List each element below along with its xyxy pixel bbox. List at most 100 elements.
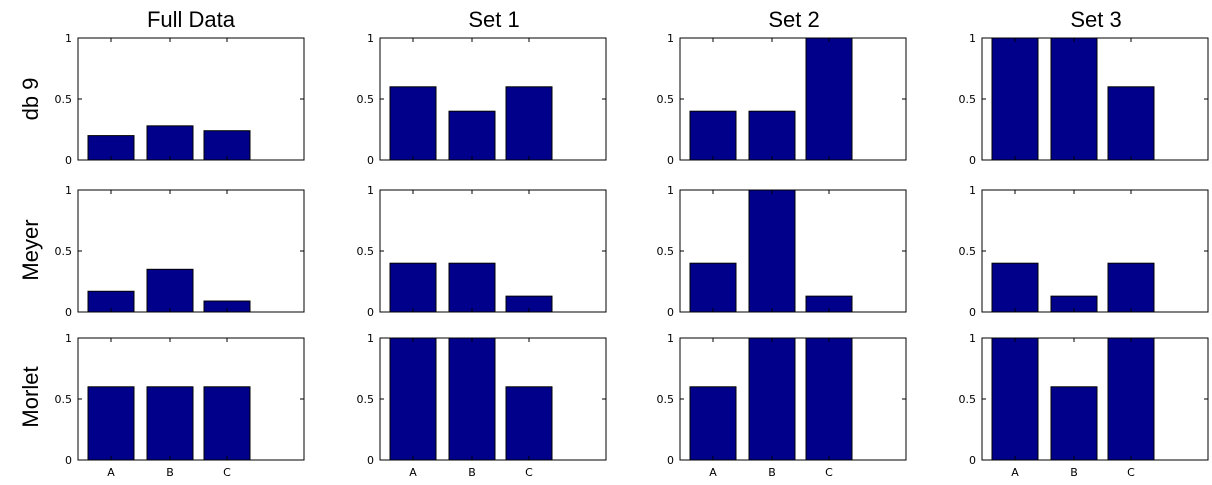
y-tick-label: 1 bbox=[969, 32, 976, 45]
panel-morlet-set-1: 0 0.5 1 A B C bbox=[357, 332, 607, 479]
panel-meyer-set-2: 00.51 bbox=[657, 184, 907, 319]
bar-b bbox=[748, 189, 796, 313]
bar-c bbox=[1107, 86, 1155, 161]
panels-layer: 00.5100.5100.5100.5100.5100.5100.5100.51… bbox=[55, 32, 1209, 479]
y-tick-label: 0.5 bbox=[55, 245, 73, 258]
row-title-morlet: Morlet bbox=[18, 366, 43, 427]
bar-c bbox=[1107, 337, 1155, 461]
y-tick-label: 0.5 bbox=[657, 393, 675, 406]
y-tick-label: 0.5 bbox=[959, 393, 977, 406]
y-tick-label: 0 bbox=[367, 306, 374, 319]
bar-b bbox=[1050, 37, 1098, 161]
row-title-db9: db 9 bbox=[18, 78, 43, 121]
y-tick-label: 0.5 bbox=[55, 93, 73, 106]
x-tick-label: C bbox=[223, 466, 231, 479]
panel-db-9-set-1: 00.51 bbox=[357, 32, 607, 167]
bar-a bbox=[389, 337, 437, 461]
panel-meyer-set-1: 00.51 bbox=[357, 184, 607, 319]
panel-db-9-set-2: 00.51 bbox=[657, 32, 907, 167]
bar-c bbox=[805, 37, 853, 161]
panel-db-9-full-data: 00.51 bbox=[55, 32, 305, 167]
panel-meyer-full-data: 00.51 bbox=[55, 184, 305, 319]
x-tick-label: A bbox=[709, 466, 717, 479]
y-tick-label: 0.5 bbox=[657, 245, 675, 258]
y-tick-label: 0 bbox=[65, 306, 72, 319]
y-tick-label: 0 bbox=[667, 306, 674, 319]
bar-b bbox=[1050, 386, 1098, 461]
y-tick-label: 1 bbox=[65, 184, 72, 197]
x-tick-label: A bbox=[409, 466, 417, 479]
bar-b bbox=[448, 262, 496, 313]
panel-morlet-set-2: 0 0.5 1 A B C bbox=[657, 332, 907, 479]
x-tick-label: C bbox=[525, 466, 533, 479]
y-tick-label: 1 bbox=[367, 32, 374, 45]
bar-b bbox=[748, 110, 796, 161]
panel-morlet-set-3: 0 0.5 1 A B C bbox=[959, 332, 1209, 479]
bar-c bbox=[505, 86, 553, 161]
y-tick-label: 0 bbox=[969, 454, 976, 467]
y-tick-label: 0 bbox=[667, 154, 674, 167]
y-tick-label: 0 bbox=[667, 454, 674, 467]
x-tick-label: B bbox=[468, 466, 476, 479]
y-tick-label: 0.5 bbox=[55, 393, 73, 406]
bar-b bbox=[146, 268, 194, 313]
bar-b bbox=[146, 386, 194, 461]
y-tick-label: 0 bbox=[367, 454, 374, 467]
y-tick-label: 0 bbox=[65, 154, 72, 167]
bar-c bbox=[203, 130, 251, 161]
x-tick-label: B bbox=[1070, 466, 1078, 479]
bar-c bbox=[805, 337, 853, 461]
y-tick-label: 0.5 bbox=[357, 245, 375, 258]
bar-c bbox=[505, 386, 553, 461]
bar-a bbox=[991, 337, 1039, 461]
bar-c bbox=[1107, 262, 1155, 313]
y-tick-label: 0 bbox=[65, 454, 72, 467]
y-tick-label: 0.5 bbox=[657, 93, 675, 106]
bar-a bbox=[389, 86, 437, 161]
bar-a bbox=[689, 386, 737, 461]
bar-b bbox=[448, 110, 496, 161]
row-title-meyer: Meyer bbox=[18, 219, 43, 280]
y-tick-label: 0.5 bbox=[357, 393, 375, 406]
bar-b bbox=[448, 337, 496, 461]
bar-b bbox=[748, 337, 796, 461]
column-title-set-2: Set 2 bbox=[768, 7, 819, 32]
bar-a bbox=[991, 262, 1039, 313]
y-tick-label: 1 bbox=[367, 332, 374, 345]
x-tick-label: C bbox=[825, 466, 833, 479]
titles-layer: Full Data Set 1 Set 2 Set 3 db 9 Meyer M… bbox=[18, 7, 1122, 428]
column-title-set-3: Set 3 bbox=[1070, 7, 1121, 32]
panel-morlet-full-data: 0 0.5 1 A B C bbox=[55, 332, 305, 479]
y-tick-label: 1 bbox=[667, 32, 674, 45]
column-title-full-data: Full Data bbox=[147, 7, 236, 32]
bar-a bbox=[689, 262, 737, 313]
x-tick-label: B bbox=[166, 466, 174, 479]
y-tick-label: 1 bbox=[367, 184, 374, 197]
y-tick-label: 1 bbox=[667, 184, 674, 197]
y-tick-label: 0.5 bbox=[959, 93, 977, 106]
bar-a bbox=[87, 135, 135, 161]
y-tick-label: 0 bbox=[969, 154, 976, 167]
bar-a bbox=[389, 262, 437, 313]
bar-a bbox=[991, 37, 1039, 161]
bar-a bbox=[689, 110, 737, 161]
bar-b bbox=[146, 125, 194, 161]
y-tick-label: 1 bbox=[969, 184, 976, 197]
y-tick-label: 1 bbox=[65, 332, 72, 345]
x-tick-label: A bbox=[107, 466, 115, 479]
x-tick-label: C bbox=[1127, 466, 1135, 479]
y-tick-label: 1 bbox=[667, 332, 674, 345]
y-tick-label: 1 bbox=[969, 332, 976, 345]
column-title-set-1: Set 1 bbox=[468, 7, 519, 32]
panel-meyer-set-3: 00.51 bbox=[959, 184, 1209, 319]
bar-c bbox=[203, 386, 251, 461]
y-tick-label: 0.5 bbox=[959, 245, 977, 258]
y-tick-label: 0 bbox=[969, 306, 976, 319]
y-tick-label: 0 bbox=[367, 154, 374, 167]
bar-a bbox=[87, 386, 135, 461]
panel-db-9-set-3: 00.51 bbox=[959, 32, 1209, 167]
y-tick-label: 1 bbox=[65, 32, 72, 45]
x-tick-label: B bbox=[768, 466, 776, 479]
